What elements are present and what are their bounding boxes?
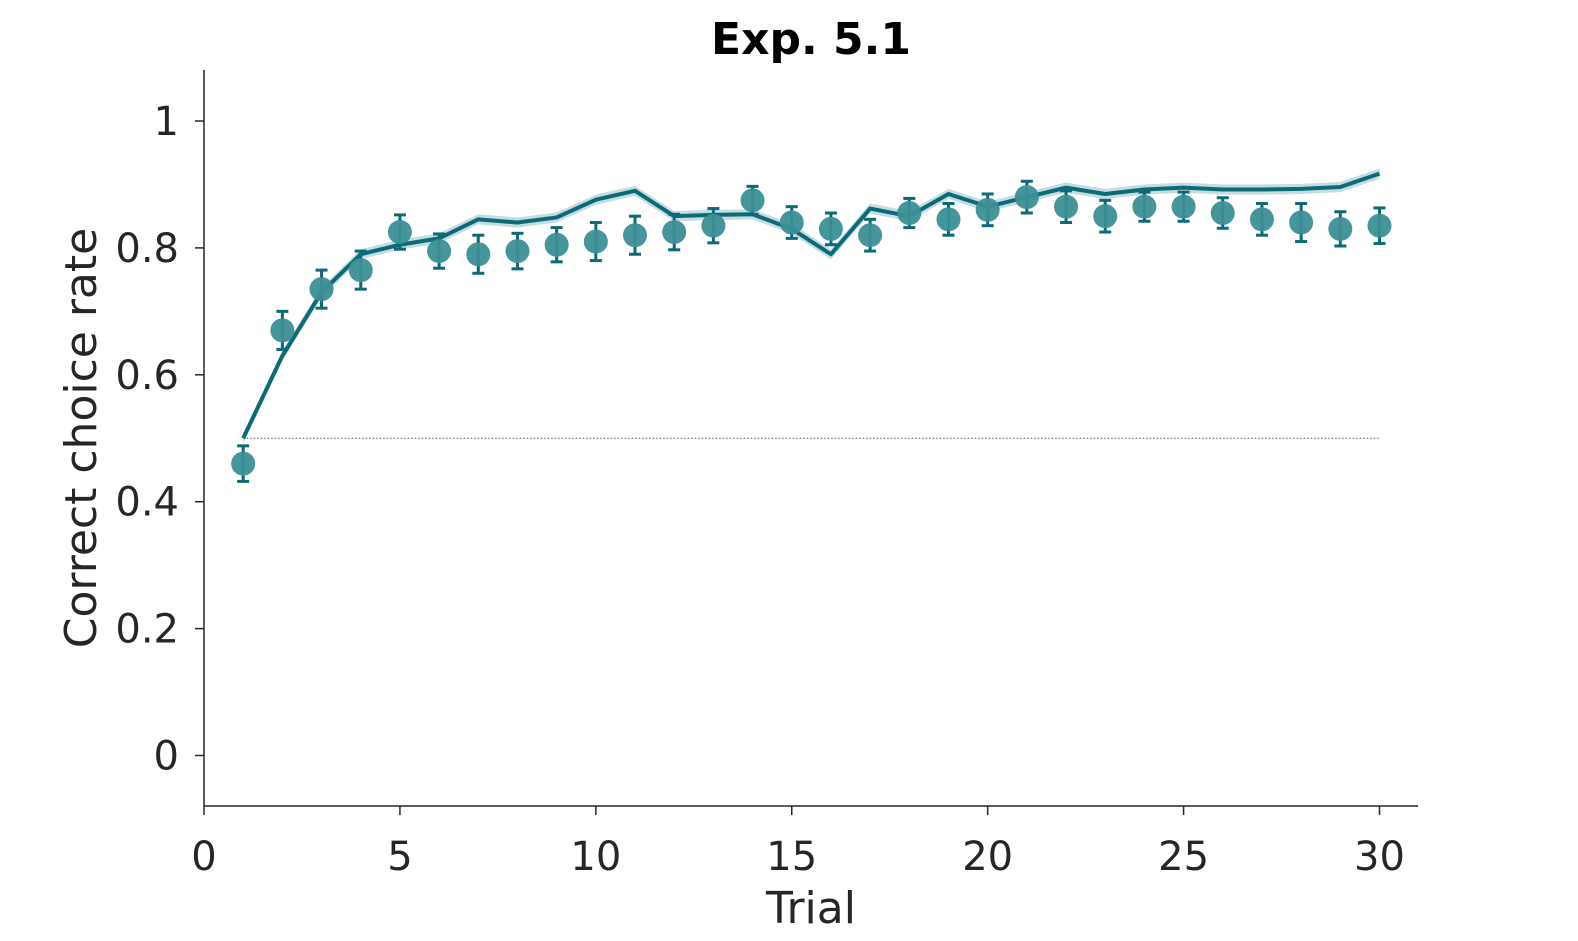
model-confidence-band [243,168,1380,444]
data-point [505,239,530,264]
data-points [231,185,1392,476]
data-point [897,201,922,226]
data-point [231,451,256,476]
data-point [387,220,412,245]
data-point [936,207,961,232]
y-tick-label: 0.6 [115,353,179,399]
data-point [701,213,726,238]
data-point [1014,185,1039,210]
data-point [544,232,569,257]
data-point [1093,204,1118,229]
data-point [858,223,883,248]
y-tick-label: 0.8 [115,226,179,272]
x-tick-label: 30 [1354,834,1405,880]
x-tick-label: 20 [962,834,1013,880]
data-point [818,216,843,241]
data-point [270,318,295,343]
data-point [1171,194,1196,219]
data-point [1054,194,1079,219]
model-line [241,171,1381,440]
data-point [779,210,804,235]
y-axis-label: Correct choice rate [56,228,107,648]
data-point [1289,210,1314,235]
y-tick-label: 0.2 [115,607,179,653]
model-band [243,168,1380,444]
x-axis-label: Trial [765,883,856,934]
x-tick-label: 15 [766,834,817,880]
y-tick-label: 0 [154,734,179,780]
y-tick-label: 1 [154,99,179,145]
axis-ticks: 0 5 10 15 20 25 30 0 0.2 0.4 0.6 0.8 1 [115,99,1405,880]
data-point [1210,201,1235,226]
x-tick-label: 10 [570,834,621,880]
data-point [975,197,1000,222]
data-point [427,239,452,264]
data-point [1328,216,1353,241]
data-point [623,223,648,248]
data-point [740,188,765,213]
x-tick-label: 0 [191,834,216,880]
model-series-line [241,171,1381,440]
chart-title: Exp. 5.1 [711,14,911,65]
data-point [466,242,491,267]
data-point [1132,194,1157,219]
data-point [348,258,373,283]
data-point [1249,207,1274,232]
data-point [309,277,334,302]
data-point [583,229,608,254]
x-tick-label: 5 [387,834,412,880]
y-tick-label: 0.4 [115,480,179,526]
x-tick-label: 25 [1158,834,1209,880]
data-point [662,220,687,245]
data-point [1367,213,1392,238]
